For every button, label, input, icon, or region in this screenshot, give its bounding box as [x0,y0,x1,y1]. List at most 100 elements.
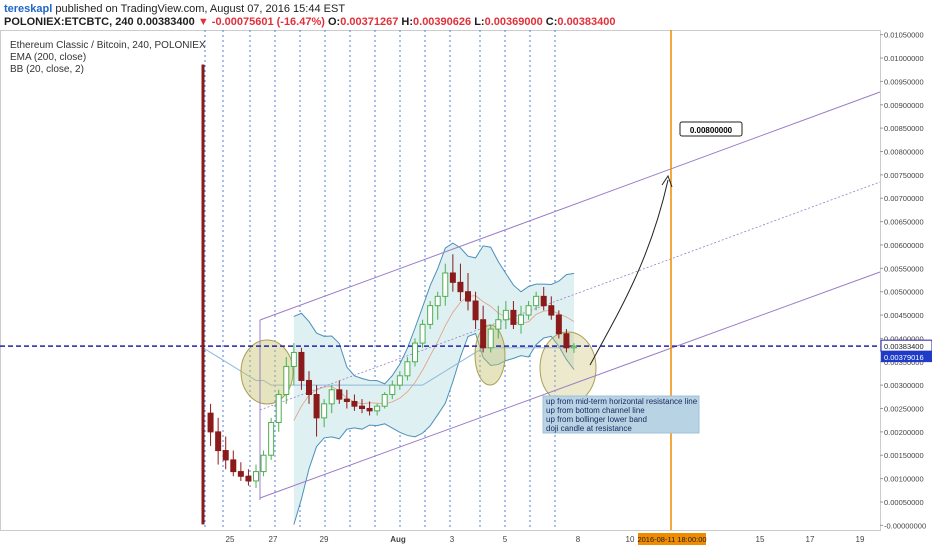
candle-body [540,295,547,307]
publish-info: published on TradingView.com, August 07,… [55,3,346,15]
ema-line [202,347,574,386]
candle-body [253,471,259,482]
candle-body [396,375,403,386]
channel-top-line [259,91,881,321]
candle-body [404,361,411,377]
y-tick-label: 0.01000000 [884,54,924,63]
y-tick-label: 0.00800000 [884,147,924,156]
candle-body [571,345,577,349]
candle-body [336,389,343,400]
legend-title: Ethereum Classic / Bitcoin, 240, POLONIE… [10,40,206,51]
candle-body [328,389,335,405]
candle-body [366,408,373,412]
annotation-line: up from mid-term horizontal resistance l… [546,397,698,406]
candle-body [290,351,297,367]
y-tick-label: 0.00450000 [884,311,924,320]
author-link[interactable]: tereskapl [4,3,53,15]
candle-body [343,398,350,402]
candle-body [449,272,456,283]
candle-body [502,309,509,321]
x-tick-label: 27 [269,535,278,544]
candle-body [434,295,441,307]
candle-body [260,454,267,473]
publish-row: tereskapl published on TradingView.com, … [4,3,932,16]
y-tick-label: 0.00950000 [884,77,924,86]
x-tick-label: 17 [806,535,815,544]
y-tick-label: 0.00850000 [884,124,924,133]
symbol-label: POLONIEX:ETCBTC, 240 [4,16,134,28]
y-tick-label: 0.00050000 [884,498,924,507]
candle-body [427,305,434,325]
legend-bb: BB (20, close, 2) [10,64,84,75]
high-label: H: [401,16,414,28]
target-callout-text: 0.00800000 [690,126,733,135]
y-tick-label: 0.00900000 [884,101,924,110]
open-label: O: [327,16,341,28]
bollinger-upper-line [293,242,575,385]
x-tick-label: 8 [576,535,581,544]
annotation-line: up from bollinger lower band [546,415,647,424]
x-tick-label: 5 [503,535,508,544]
candle-body [510,309,517,325]
candle-body [215,431,222,452]
candle-body [313,393,320,419]
ema-price-text: 0.00379016 [884,353,924,362]
bollinger-lower-line [293,332,575,525]
y-tick-label: 0.00150000 [884,451,924,460]
annotation-line: up from bottom channel line [546,406,645,415]
x-tick-label: 29 [320,535,329,544]
target-callout-box [679,121,743,137]
candle-body [419,323,426,344]
candle-body [351,400,358,407]
date-marker-text: 2016-08-11 18:00:00 [637,535,706,544]
y-tick-label: 0.00550000 [884,264,924,273]
current-price-text: 0.00383400 [884,342,924,351]
x-tick-label: 15 [756,535,765,544]
price-chart[interactable]: 0.00800000 up from mid-term horizontal re… [0,30,932,550]
candle-body [381,393,388,407]
price-change: -0.00075601 (-16.47%) [211,16,325,28]
close-label: C: [545,16,558,28]
candle-body [442,272,449,297]
y-tick-label: 0.00300000 [884,381,924,390]
last-price: 0.00383400 [136,16,195,28]
legend-ema: EMA (200, close) [10,52,87,63]
candle-body [237,471,244,477]
ticker-row: POLONIEX:ETCBTC, 240 0.00383400 ▼ -0.000… [4,16,932,29]
ema-price-tag [881,351,932,363]
y-tick-label: 0.00250000 [884,405,924,414]
candle-body [222,450,229,461]
candle-body [548,305,555,316]
y-tick-label: 0.00100000 [884,475,924,484]
candle-body [389,384,396,395]
candle-body [480,319,487,349]
x-tick-label: Aug [390,535,406,544]
y-tick-label: 0.00750000 [884,171,924,180]
chart-header: tereskapl published on TradingView.com, … [0,0,932,30]
projection-arrowhead [661,174,673,188]
candle-body [275,393,282,424]
x-tick-label: 10 [626,535,635,544]
candle-body [525,305,532,316]
open-value: 0.00371267 [340,16,399,28]
candle-body [457,281,464,293]
change-arrow: ▼ [197,16,209,28]
annotation-box [542,395,700,434]
candle-body [465,291,471,302]
candle-body [207,412,214,433]
candle-body [298,351,305,381]
close-value: 0.00383400 [557,16,616,28]
high-value: 0.00390626 [413,16,472,28]
y-tick-label: 0.00350000 [884,358,924,367]
chart-legend: Ethereum Classic / Bitcoin, 240, POLONIE… [10,40,206,76]
x-tick-label: 25 [226,535,235,544]
candle-body [563,333,570,349]
candle-body [230,459,237,473]
y-tick-label: 0.00650000 [884,218,924,227]
candle-body [306,379,312,395]
y-tick-label: 0.01050000 [884,31,924,40]
candle-body [245,475,252,482]
candle-body [555,314,562,335]
candle-body [495,319,502,330]
projection-arrow [589,179,669,366]
